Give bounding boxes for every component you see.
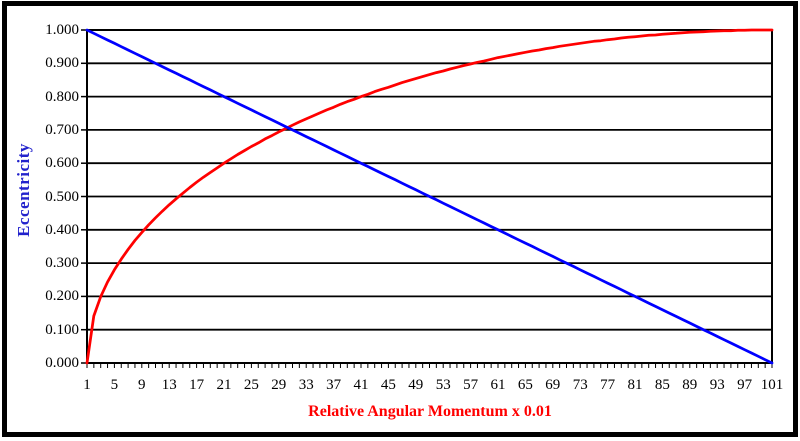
x-tick-label: 49 xyxy=(408,377,424,393)
y-tick-label: 0.500 xyxy=(45,188,79,205)
x-tick-label: 61 xyxy=(490,377,506,393)
x-axis-title: Relative Angular Momentum x 0.01 xyxy=(308,403,552,420)
y-tick-label: 1.000 xyxy=(45,22,79,38)
x-tick-label: 65 xyxy=(517,377,533,393)
y-tick-label: 0.900 xyxy=(45,55,79,72)
x-tick-label: 9 xyxy=(138,377,146,393)
y-tick-label: 0.000 xyxy=(45,355,79,371)
blue-falling-curve xyxy=(85,28,774,365)
y-tick-label: 0.200 xyxy=(45,288,79,305)
y-tick-label: 0.800 xyxy=(45,88,79,105)
x-tick-label: 69 xyxy=(545,377,561,393)
y-tick-label: 0.600 xyxy=(45,155,79,172)
x-tick-label: 13 xyxy=(161,377,177,393)
x-tick-label: 41 xyxy=(353,377,369,393)
x-tick-label: 5 xyxy=(110,377,119,393)
x-tick-label: 37 xyxy=(326,377,342,393)
x-tick-label: 57 xyxy=(463,377,479,393)
x-tick-label: 1 xyxy=(83,377,91,393)
x-tick-label: 73 xyxy=(572,377,588,393)
x-tick-label: 53 xyxy=(435,377,451,393)
x-tick-label: 77 xyxy=(600,377,616,393)
y-tick-label: 0.700 xyxy=(45,121,79,138)
x-tick-label: 93 xyxy=(709,377,725,393)
red-rising-curve xyxy=(85,28,774,365)
x-tick-label: 81 xyxy=(627,377,643,393)
y-tick-label: 0.400 xyxy=(45,221,79,238)
x-tick-label: 33 xyxy=(298,377,314,393)
y-tick-label: 0.300 xyxy=(45,255,79,272)
x-tick-label: 89 xyxy=(682,377,698,393)
x-tick-label: 45 xyxy=(380,377,396,393)
x-tick-label: 25 xyxy=(243,377,259,393)
x-tick-label: 97 xyxy=(737,377,753,393)
x-tick-label: 17 xyxy=(189,377,205,393)
x-tick-label: 101 xyxy=(760,377,784,393)
x-tick-label: 21 xyxy=(216,377,232,393)
x-tick-label: 29 xyxy=(271,377,287,393)
x-tick-label: 85 xyxy=(654,377,670,393)
y-tick-label: 0.100 xyxy=(45,321,79,338)
